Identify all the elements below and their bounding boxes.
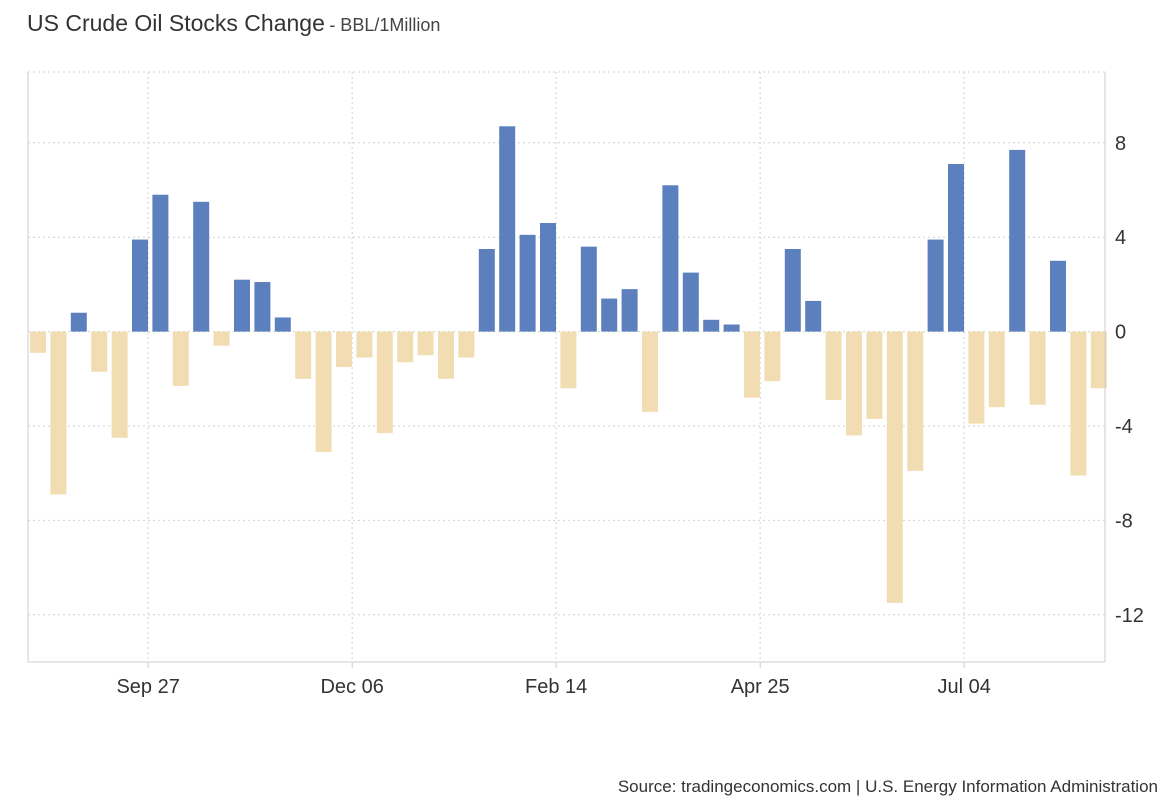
bar [499,126,516,332]
bar [50,331,67,495]
bar [295,331,312,379]
bar [580,246,597,332]
bar [336,331,352,367]
bar [438,331,454,379]
bar [540,223,556,332]
bar [1009,149,1026,332]
y-tick-label: 0 [1115,322,1126,344]
y-tick-label: 8 [1115,133,1126,155]
bar [519,234,536,332]
bar [560,331,577,389]
bar [682,272,699,332]
bar [927,239,944,332]
bar [458,331,475,358]
bar [662,185,679,332]
bar [274,317,291,332]
bar [111,331,128,438]
x-tick-label: Apr 25 [731,676,790,698]
bar [397,331,414,363]
x-tick-label: Dec 06 [320,676,383,698]
x-tick-label: Sep 27 [116,676,179,698]
bar [988,331,1005,408]
bar [315,331,332,452]
bar [948,164,964,332]
bar [1070,331,1087,476]
bar [703,319,720,332]
bar [744,331,760,398]
chart-unit: - BBL/1Million [329,15,441,35]
bar [784,249,801,332]
bar [968,331,985,424]
source-caption: Source: tradingeconomics.com | U.S. Ener… [617,777,1158,796]
bar [825,331,842,401]
y-tick-label: 4 [1115,227,1126,249]
bar [846,331,862,436]
bar [417,331,434,356]
bar [213,331,230,346]
y-tick-label: -4 [1115,416,1133,438]
bar [1090,331,1107,389]
bar [1029,331,1046,405]
bar [642,331,658,412]
bar [1050,260,1066,332]
axes: -12 -8 -4 0 4 8 Sep 27 Dec 06 Feb 14 Apr 25 Jul 04 [27,72,1144,698]
bar [764,331,781,382]
x-tick-label: Jul 04 [937,676,990,698]
bar [193,201,210,332]
chart-title-row: US Crude Oil Stocks Change - BBL/1Millio… [27,10,440,37]
grid-lines [28,71,1105,662]
bar [172,331,189,386]
chart-title: US Crude Oil Stocks Change [27,10,325,36]
bar [152,194,169,332]
y-tick-label: -12 [1115,605,1144,627]
bar-series [30,126,1107,603]
bar [621,289,638,332]
bar [886,331,903,603]
bar [376,331,393,434]
bar [805,300,822,332]
bar [70,312,87,332]
y-tick-label: -8 [1115,510,1133,532]
bar [478,249,495,332]
bar [30,331,46,353]
bar [601,298,618,332]
bar [907,331,924,471]
bar [723,324,740,332]
bar [356,331,373,358]
bar [234,279,250,332]
x-tick-label: Feb 14 [525,676,587,698]
bar [91,331,108,372]
bar [132,239,148,332]
bar [866,331,883,419]
bar [254,282,271,332]
bar-chart: -12 -8 -4 0 4 8 Sep 27 Dec 06 Feb 14 Apr 25 Jul 04 [27,71,1144,698]
